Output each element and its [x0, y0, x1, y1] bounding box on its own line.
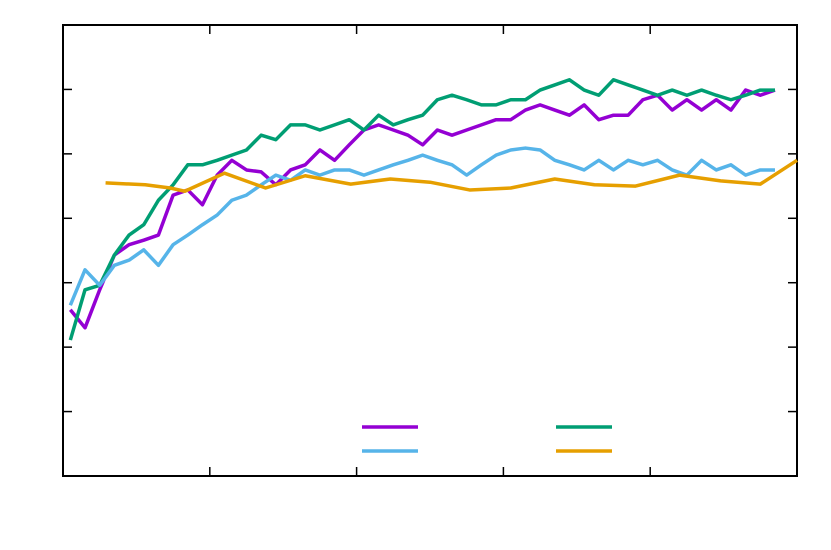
series-line: [68, 78, 775, 341]
series-line: [105, 158, 798, 193]
plot-frame: [62, 24, 798, 477]
series-line: [68, 146, 775, 306]
series-line: [68, 88, 776, 330]
